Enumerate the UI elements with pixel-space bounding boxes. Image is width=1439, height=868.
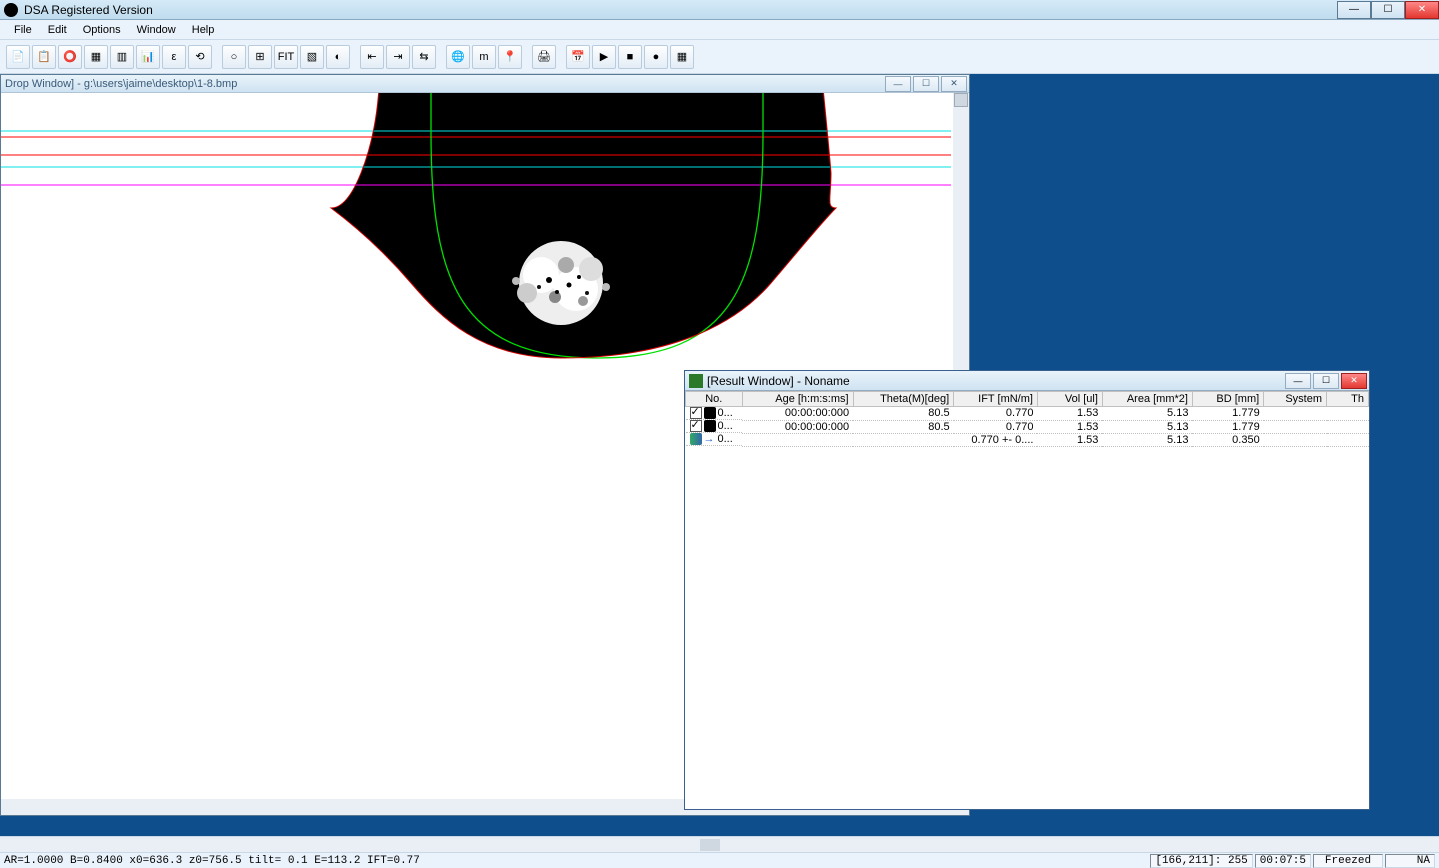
result-window: [Result Window] - Noname — ☐ ✕ No.Age [h… [684, 370, 1370, 810]
toolbar-button-9[interactable]: ○ [222, 45, 246, 69]
result-col-4[interactable]: Vol [ul] [1037, 392, 1102, 407]
toolbar-button-21[interactable]: 📍 [498, 45, 522, 69]
menu-bar: File Edit Options Window Help [0, 20, 1439, 40]
chart-icon [690, 433, 702, 445]
toolbar-button-11[interactable]: FIT [274, 45, 298, 69]
menu-help[interactable]: Help [184, 22, 223, 38]
result-col-8[interactable]: Th [1327, 392, 1369, 407]
app-icon [4, 3, 18, 17]
result-col-2[interactable]: Theta(M)[deg] [853, 392, 954, 407]
toolbar-button-7[interactable]: ⟲ [188, 45, 212, 69]
toolbar-button-0[interactable]: 📄 [6, 45, 30, 69]
title-bar: DSA Registered Version — ☐ ✕ [0, 0, 1439, 20]
toolbar-button-25[interactable]: 📅 [566, 45, 590, 69]
result-close-button[interactable]: ✕ [1341, 373, 1367, 389]
result-col-1[interactable]: Age [h:m:s:ms] [742, 392, 853, 407]
result-minimize-button[interactable]: — [1285, 373, 1311, 389]
toolbar-button-17[interactable]: ⇆ [412, 45, 436, 69]
toolbar-button-6[interactable]: ε [162, 45, 186, 69]
result-row[interactable]: →0...0.770 +- 0....1.535.130.350 [686, 433, 1369, 446]
toolbar: 📄📋⭕▦▥📊ε⟲○⊞FIT▧◐⇤⇥⇆🌐m📍🖨📅▶■●▦ [0, 40, 1439, 74]
toolbar-button-28[interactable]: ● [644, 45, 668, 69]
toolbar-button-29[interactable]: ▦ [670, 45, 694, 69]
result-maximize-button[interactable]: ☐ [1313, 373, 1339, 389]
mdi-area: Drop Window] - g:\users\jaime\desktop\1-… [0, 74, 1439, 836]
drop-window-title-bar: Drop Window] - g:\users\jaime\desktop\1-… [1, 75, 969, 93]
drop-icon [704, 407, 716, 419]
menu-options[interactable]: Options [75, 22, 129, 38]
toolbar-button-1[interactable]: 📋 [32, 45, 56, 69]
close-button[interactable]: ✕ [1405, 1, 1439, 19]
app-title: DSA Registered Version [24, 3, 153, 17]
mdi-scrollbar-horizontal[interactable] [0, 836, 1439, 852]
toolbar-button-5[interactable]: 📊 [136, 45, 160, 69]
toolbar-button-4[interactable]: ▥ [110, 45, 134, 69]
toolbar-button-19[interactable]: 🌐 [446, 45, 470, 69]
minimize-button[interactable]: — [1337, 1, 1371, 19]
window-controls: — ☐ ✕ [1337, 1, 1439, 19]
status-bar: AR=1.0000 B=0.8400 x0=636.3 z0=756.5 til… [0, 852, 1439, 868]
toolbar-button-13[interactable]: ◐ [326, 45, 350, 69]
toolbar-button-15[interactable]: ⇤ [360, 45, 384, 69]
result-row[interactable]: 0...00:00:00:00080.50.7701.535.131.779 [686, 407, 1369, 421]
status-na: NA [1385, 854, 1435, 868]
result-row[interactable]: 0...00:00:00:00080.50.7701.535.131.779 [686, 420, 1369, 433]
row-checkbox[interactable] [690, 420, 702, 432]
status-state: Freezed [1313, 854, 1383, 868]
drop-close-button[interactable]: ✕ [941, 76, 967, 92]
toolbar-button-3[interactable]: ▦ [84, 45, 108, 69]
maximize-button[interactable]: ☐ [1371, 1, 1405, 19]
result-col-6[interactable]: BD [mm] [1192, 392, 1263, 407]
drop-icon [704, 420, 716, 432]
result-window-icon [689, 374, 703, 388]
toolbar-button-10[interactable]: ⊞ [248, 45, 272, 69]
result-window-title: [Result Window] - Noname [707, 374, 850, 388]
arrow-icon: → [704, 433, 716, 445]
toolbar-button-26[interactable]: ▶ [592, 45, 616, 69]
toolbar-button-23[interactable]: 🖨 [532, 45, 556, 69]
status-time: 00:07:5 [1255, 854, 1311, 868]
drop-window-title: Drop Window] - g:\users\jaime\desktop\1-… [5, 78, 237, 90]
menu-window[interactable]: Window [129, 22, 184, 38]
result-title-bar: [Result Window] - Noname — ☐ ✕ [685, 371, 1369, 391]
result-col-5[interactable]: Area [mm*2] [1102, 392, 1192, 407]
menu-edit[interactable]: Edit [40, 22, 75, 38]
result-col-3[interactable]: IFT [mN/m] [954, 392, 1038, 407]
status-coords: [166,211]: 255 [1150, 854, 1252, 868]
toolbar-button-2[interactable]: ⭕ [58, 45, 82, 69]
drop-minimize-button[interactable]: — [885, 76, 911, 92]
result-table: No.Age [h:m:s:ms]Theta(M)[deg]IFT [mN/m]… [685, 391, 1369, 809]
toolbar-button-20[interactable]: m [472, 45, 496, 69]
toolbar-button-16[interactable]: ⇥ [386, 45, 410, 69]
toolbar-button-12[interactable]: ▧ [300, 45, 324, 69]
drop-maximize-button[interactable]: ☐ [913, 76, 939, 92]
status-params: AR=1.0000 B=0.8400 x0=636.3 z0=756.5 til… [4, 855, 420, 867]
result-col-7[interactable]: System [1264, 392, 1327, 407]
toolbar-button-27[interactable]: ■ [618, 45, 642, 69]
menu-file[interactable]: File [6, 22, 40, 38]
